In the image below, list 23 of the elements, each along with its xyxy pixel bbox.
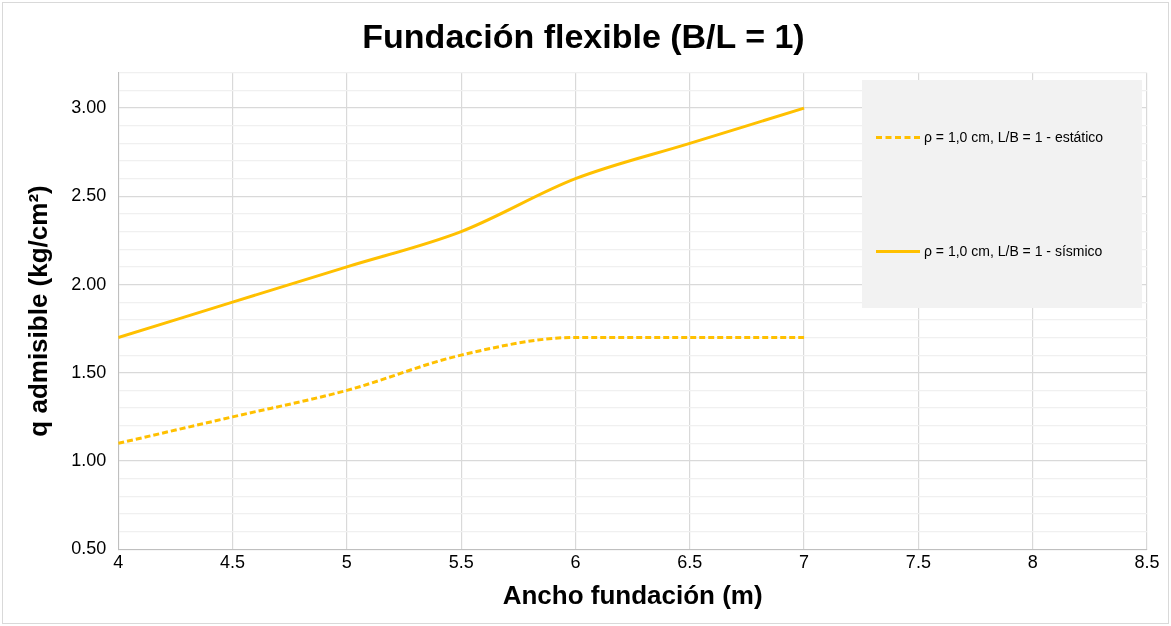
y-tick-label: 1.50	[71, 361, 107, 382]
x-axis-title: Ancho fundación (m)	[502, 579, 763, 610]
chart-title: Fundación flexible (B/L = 1)	[362, 16, 805, 55]
x-tick-label: 4	[113, 551, 124, 572]
x-tick-label: 5	[341, 551, 352, 572]
x-tick-label: 7.5	[905, 551, 931, 572]
y-tick-label: 1.00	[71, 449, 107, 470]
y-tick-label: 0.50	[71, 538, 107, 559]
x-tick-label: 8.5	[1134, 551, 1160, 572]
x-tick-label: 6	[570, 551, 581, 572]
y-tick-label: 2.50	[71, 185, 107, 206]
x-tick-label: 7	[799, 551, 810, 572]
legend-label: ρ = 1,0 cm, L/B = 1 - sísmico	[924, 243, 1103, 259]
line-series	[118, 106, 806, 339]
legend-label: ρ = 1,0 cm, L/B = 1 - estático	[924, 129, 1104, 145]
x-tick-label: 5.5	[448, 551, 474, 572]
x-tick-label: 8	[1027, 551, 1038, 572]
line-series	[118, 335, 806, 445]
y-axis-title: q admisible (kg/cm²)	[22, 185, 53, 437]
x-tick-label: 4.5	[220, 551, 246, 572]
x-tick-label: 6.5	[677, 551, 703, 572]
y-tick-label: 3.00	[71, 97, 107, 118]
y-tick-label: 2.00	[71, 273, 107, 294]
